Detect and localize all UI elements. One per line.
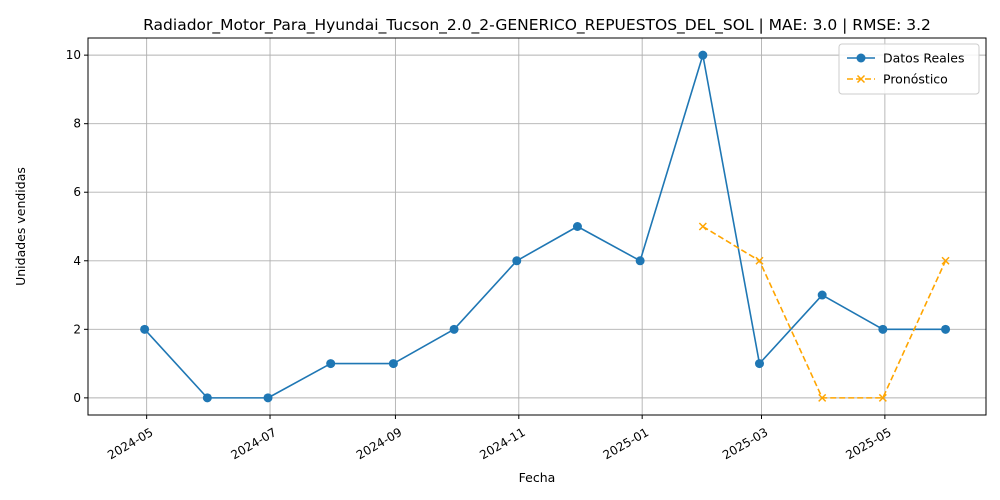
data-point: [698, 222, 707, 231]
x-tick-label: 2025-01: [601, 425, 651, 462]
legend-box: [838, 43, 980, 95]
x-tick-label: 2025-05: [843, 425, 893, 462]
data-point: [817, 290, 827, 300]
data-point: [754, 359, 764, 369]
data-point: [388, 359, 398, 369]
legend-marker: [856, 53, 866, 63]
legend-item: Pronóstico: [847, 72, 948, 87]
y-tick-label: 0: [73, 391, 81, 405]
legend-item: Datos Reales: [847, 51, 964, 66]
series-line: [144, 54, 946, 399]
data-point: [326, 359, 336, 369]
data-point: [263, 393, 273, 403]
y-tick-label: 4: [73, 254, 81, 268]
x-tick-label: 2025-03: [720, 425, 770, 462]
data-point: [202, 393, 212, 403]
x-tick-label: 2024-09: [354, 425, 404, 462]
data-point: [878, 324, 888, 334]
y-tick-label: 10: [66, 48, 81, 62]
data-point: [878, 393, 887, 402]
data-point: [941, 256, 950, 265]
y-tick-label: 2: [73, 322, 81, 336]
x-axis-title: Fecha: [519, 470, 556, 485]
y-axis-title: Unidades vendidas: [13, 167, 28, 286]
legend-marker: [856, 74, 866, 84]
x-tick-label: 2024-05: [105, 425, 155, 462]
legend-label: Pronóstico: [883, 72, 948, 87]
data-point: [941, 324, 951, 334]
series-layer: [140, 50, 951, 403]
data-point: [698, 50, 708, 60]
legend: Datos Reales Pronóstico: [838, 43, 980, 95]
chart-title: Radiador_Motor_Para_Hyundai_Tucson_2.0_2…: [143, 16, 931, 35]
x-tick-label: 2024-07: [229, 425, 279, 462]
data-point: [572, 222, 582, 231]
series-forecast: [698, 222, 950, 402]
plot-frame: [87, 37, 987, 416]
data-point: [635, 256, 645, 266]
legend-label: Datos Reales: [883, 51, 964, 66]
data-point: [755, 256, 764, 265]
grid: [88, 38, 986, 415]
data-point: [512, 256, 522, 266]
data-point: [449, 324, 459, 334]
x-tick-label: 2024-11: [477, 425, 527, 462]
y-tick-label: 6: [73, 185, 81, 199]
y-tick-label: 8: [73, 117, 81, 131]
data-point: [818, 393, 827, 402]
data-point: [140, 324, 150, 334]
series-actual: [140, 50, 951, 403]
